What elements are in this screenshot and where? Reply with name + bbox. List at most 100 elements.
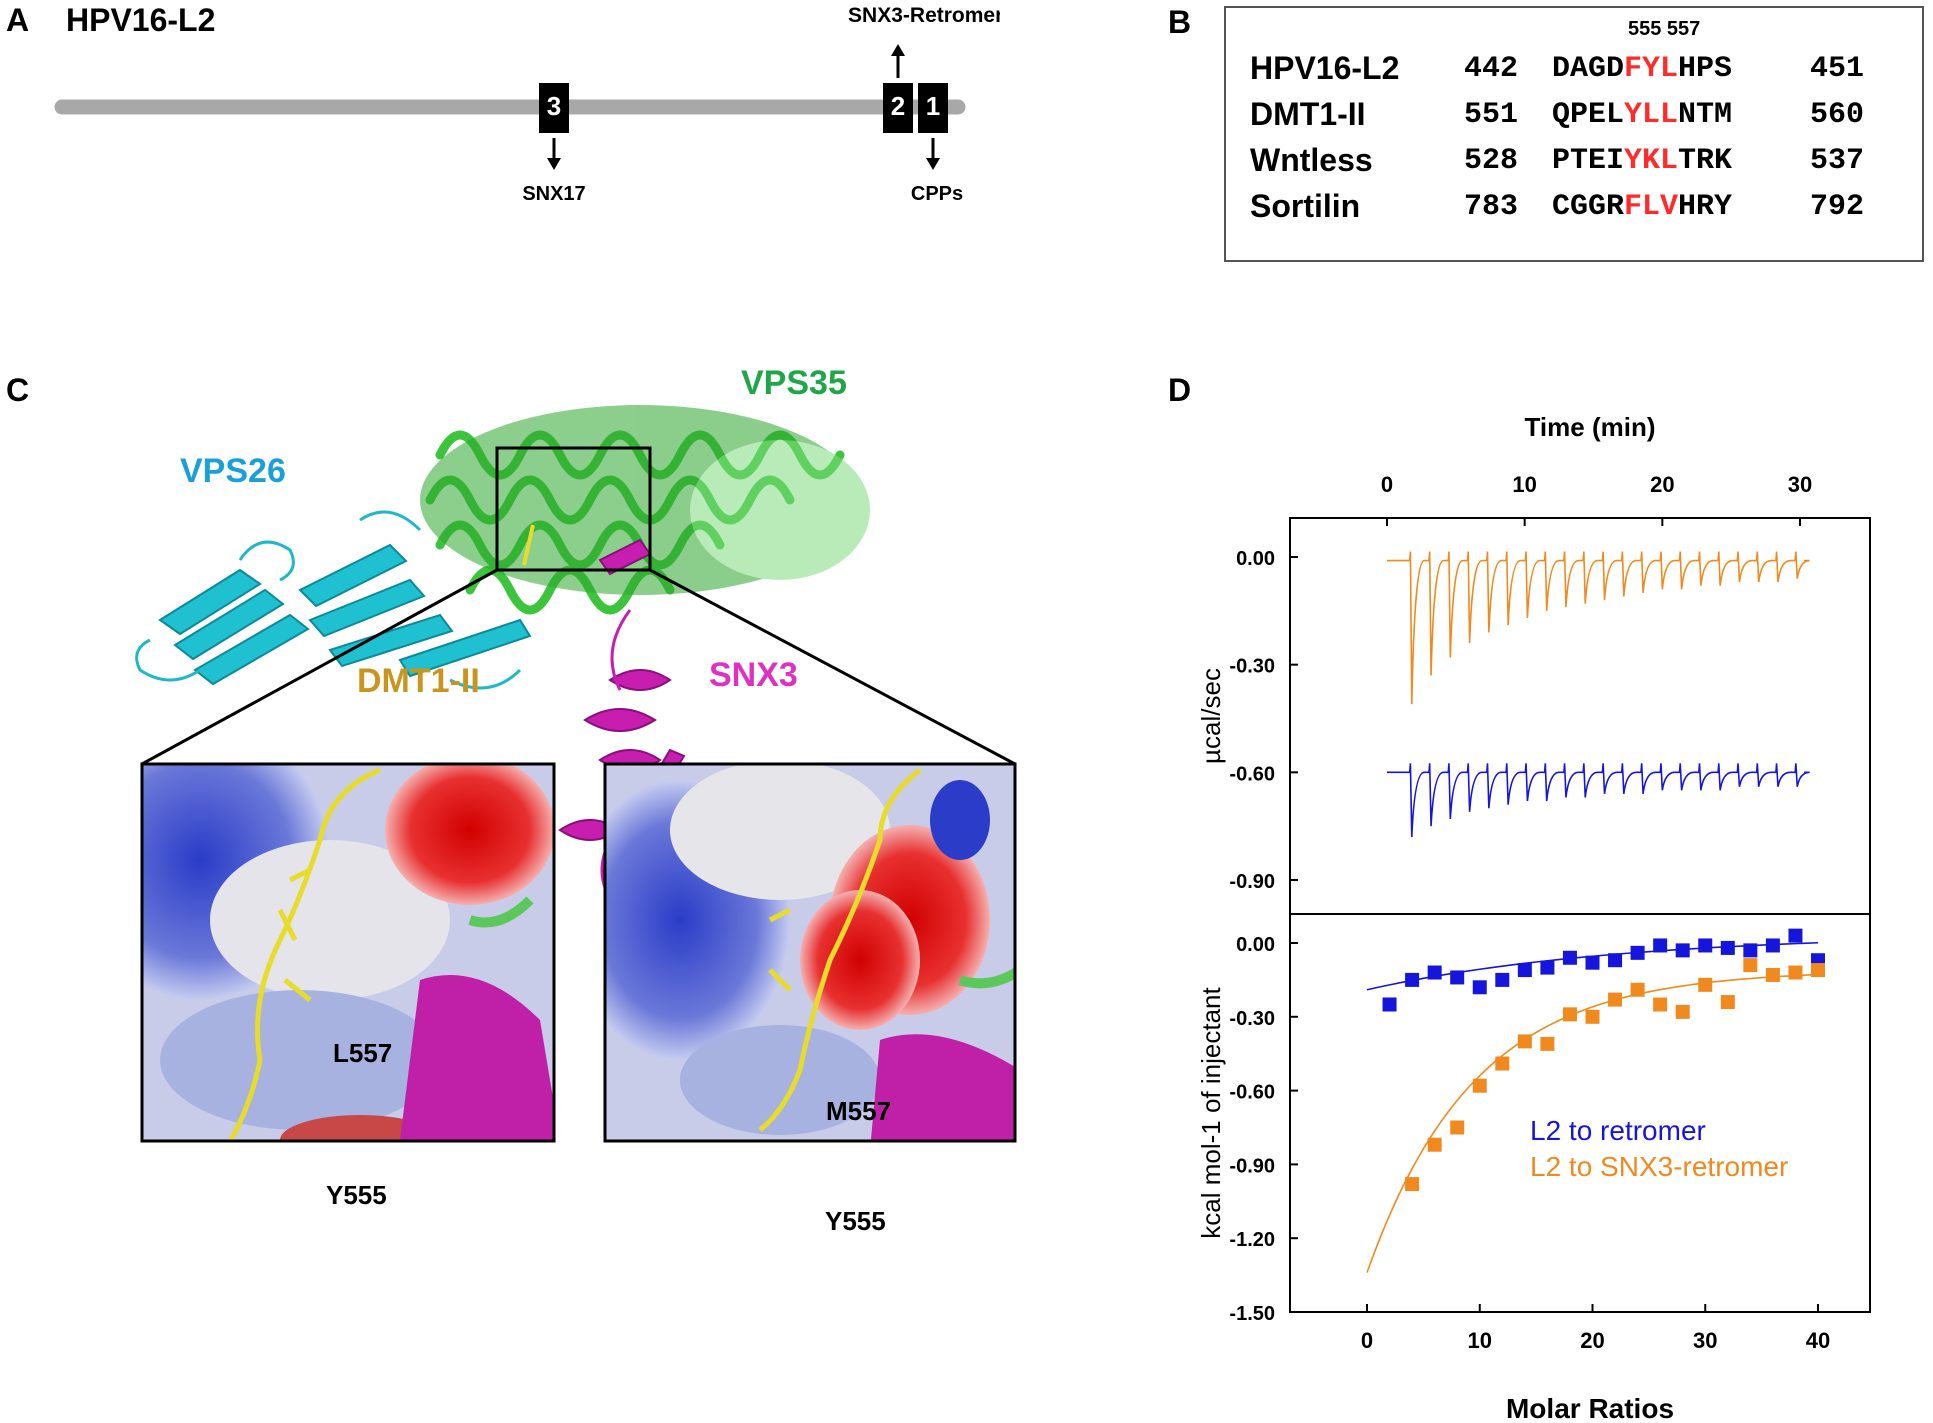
raw-y-tick-label: -0.30 [1229,656,1275,678]
molar-ratio-tick-label: 0 [1361,1328,1373,1353]
label-vps35: VPS35 [741,364,847,402]
binding-y-tick-label: -1.20 [1229,1229,1275,1251]
data-point [1540,960,1555,975]
retromer-structure-figure [135,405,1017,1143]
partner-snx17: SNX17 [522,183,585,205]
binding-y-tick-label: -1.50 [1229,1303,1275,1325]
data-point [1405,1177,1420,1192]
molar-ratio-tick-label: 30 [1693,1328,1717,1353]
sorting-motif: FLV [1624,190,1679,224]
data-point [1427,1137,1442,1152]
data-point [1405,972,1420,987]
data-point [1743,943,1758,958]
binding-box-2 [883,83,913,133]
box-3-number: 3 [547,91,561,121]
data-point [1630,982,1645,997]
l2-domain-diagram: 3 2 1 SNX17 SNX3-Retromer ? CPPs [54,4,1000,205]
itc-binding-panel: 0 10 20 30 40 0.00 -0.30 -0.60 -0.90 -1.20 -1.50 Mo… [1196,913,1871,1423]
data-point [1788,965,1803,980]
inset-right-surface [605,764,1015,1141]
time-tick-label: 10 [1512,472,1536,497]
data-point [1495,972,1510,987]
sequence-name: Wntless [1250,142,1373,178]
data-point [1743,958,1758,973]
sequence-end: 792 [1810,190,1865,224]
sequence-start: 442 [1464,52,1519,86]
panel-a-protein-title: HPV16-L2 [66,2,216,38]
inset-right-residue-m557: M557 [826,1096,892,1126]
sequence-residues: QPELYLLNTM [1552,98,1732,132]
raw-y-tick-label: -0.90 [1229,871,1275,893]
sequence-residues: DAGDFYLHPS [1552,52,1732,86]
panel-b-letter: B [1168,4,1192,40]
partner-snx3-retromer: SNX3-Retromer ? [848,4,1000,27]
raw-y-axis-label: µcal/sec [1196,668,1226,764]
data-point [1517,963,1532,978]
binding-plot-frame [1289,913,1871,1313]
molar-ratio-tick-label: 10 [1468,1328,1492,1353]
data-point [1675,1004,1690,1019]
data-point [1495,1056,1510,1071]
box-2-number: 2 [891,91,905,121]
zoom-region-box [495,446,652,572]
legend-retromer: L2 to retromer [1530,1115,1706,1146]
sorting-motif: FYL [1624,52,1679,86]
sequence-end: 560 [1810,98,1865,132]
inset-left-frame [140,762,556,1143]
data-point [1653,938,1668,953]
data-point [1653,997,1668,1012]
data-point [1765,967,1780,982]
data-point [1585,1009,1600,1024]
molar-ratio-axis-label: Molar Ratios [1506,1393,1674,1423]
data-point [1608,992,1623,1007]
itc-raw-panel: 0 10 20 30 0.00 -0.30 -0.60 -0.90 Time (min) µcal… [1196,412,1871,915]
data-point [1765,938,1780,953]
zoom-line-right [649,568,1016,766]
zoom-line-left [141,568,498,766]
inset-left-residue-l557: L557 [333,1038,393,1068]
binding-box-1 [918,83,948,133]
sequence-alignment-box [1224,6,1924,262]
raw-trace-1 [1387,763,1810,837]
data-point [1630,945,1645,960]
sequence-pre: QPEL [1552,98,1625,132]
sequence-start: 551 [1464,98,1519,132]
data-point [1450,1120,1465,1135]
data-point [1427,965,1442,980]
data-point [1517,1034,1532,1049]
sequence-post: HPS [1678,52,1733,86]
data-point [1720,995,1735,1010]
binding-box-3 [539,83,569,133]
raw-trace-0 [1387,551,1810,705]
data-point [1562,950,1577,965]
sorting-motif: YLL [1624,98,1679,132]
sequence-start: 783 [1464,190,1519,224]
data-point [1788,928,1803,943]
vps26-structure [158,543,532,686]
data-point [1562,1007,1577,1022]
data-point [1472,980,1487,995]
label-snx3: SNX3 [709,656,798,694]
partner-cpps: CPPs [911,183,963,205]
data-point [1608,953,1623,968]
sequence-name: DMT1-II [1250,96,1366,132]
sequence-residues: CGGRFLVHRY [1552,190,1732,224]
legend-snx3-retromer: L2 to SNX3-retromer [1530,1151,1788,1182]
data-point [1472,1078,1487,1093]
time-tick-label: 20 [1650,472,1674,497]
sequence-end: 451 [1810,52,1865,86]
binding-y-tick-label: 0.00 [1236,934,1275,956]
data-point [1720,940,1735,955]
molar-ratio-tick-label: 40 [1806,1328,1830,1353]
sequence-end: 537 [1810,144,1865,178]
sequence-residues: PTEIYKLTRK [1552,144,1732,178]
data-point [1540,1036,1555,1051]
inset-left-residue-y555: Y555 [326,1180,387,1210]
time-axis-label: Time (min) [1525,412,1656,442]
inset-left-surface [142,764,554,1141]
inset-right-frame [603,762,1017,1143]
sequence-post: TRK [1678,144,1733,178]
panel-d-letter: D [1168,372,1192,408]
sequence-post: NTM [1678,98,1733,132]
binding-y-tick-label: -0.60 [1229,1082,1275,1104]
